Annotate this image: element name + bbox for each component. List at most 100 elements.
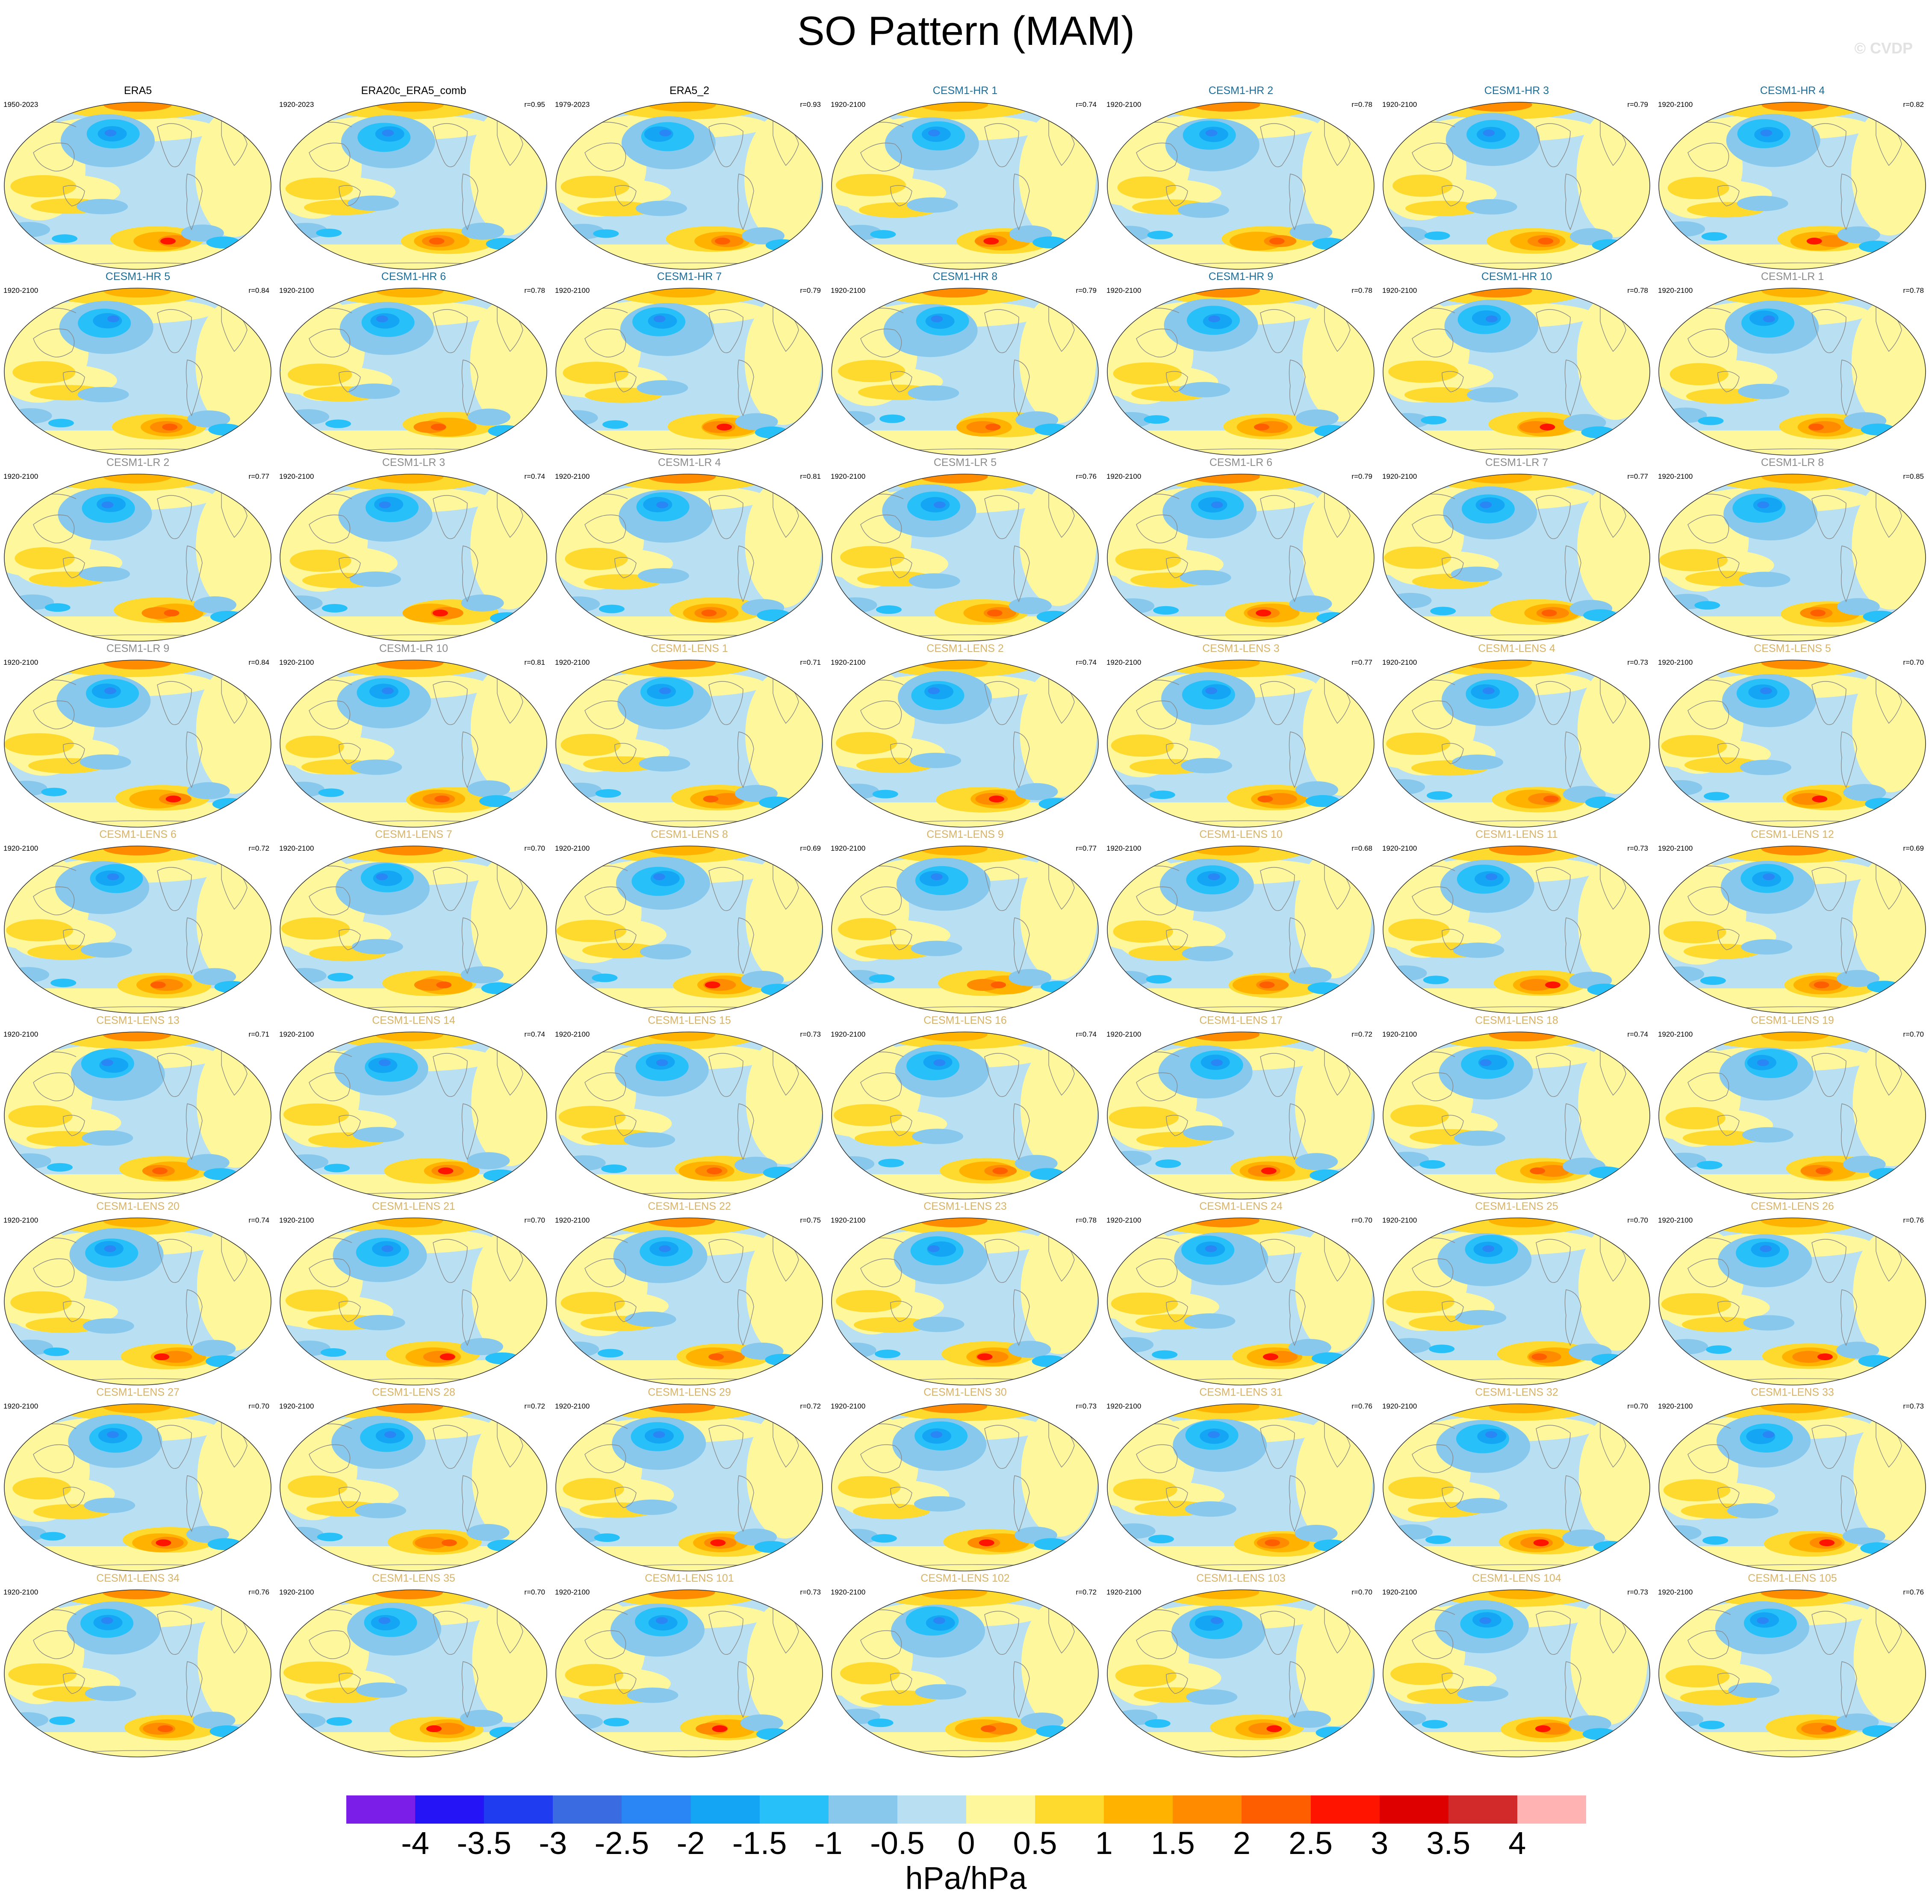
panel-period: 1920-2100 — [1658, 472, 1693, 480]
map-panel: CESM1-LENS 13 1920-2100 r=0.71 — [0, 1014, 274, 1203]
panel-correlation: r=0.78 — [1351, 286, 1372, 295]
panel-period: 1920-2100 — [1106, 844, 1142, 852]
map-panel: ERA5_2 1979-2023 r=0.93 — [552, 85, 825, 274]
panel-title: CESM1-HR 9 — [1208, 271, 1274, 283]
panel-title: CESM1-LENS 23 — [923, 1200, 1007, 1212]
map-panel: CESM1-LR 8 1920-2100 r=0.85 — [1655, 457, 1928, 645]
colorbar-tick-labels: -4 -3.5 -3 -2.5 -2 -1.5 -1 -0.5 0 0.5 1 1.5 2 2.5 3 3.5… — [346, 1826, 1586, 1860]
colorbar-tick-label: -2.5 — [594, 1825, 649, 1861]
panel-correlation: r=0.72 — [248, 844, 269, 852]
panel-period: 1920-2100 — [1658, 658, 1693, 666]
panel-title: CESM1-LENS 29 — [648, 1386, 731, 1398]
panel-correlation: r=0.68 — [1351, 844, 1372, 852]
panel-period: 1920-2100 — [279, 1588, 314, 1596]
panel-title: CESM1-HR 3 — [1484, 85, 1549, 97]
panel-period: 1920-2100 — [279, 286, 314, 295]
map-panel: CESM1-LENS 17 1920-2100 r=0.72 — [1103, 1014, 1377, 1203]
panel-period: 1920-2100 — [279, 472, 314, 480]
panel-correlation: r=0.78 — [524, 286, 545, 295]
colorbar-swatch — [415, 1795, 484, 1824]
colorbar-swatch — [897, 1795, 966, 1824]
map-panel: CESM1-LENS 25 1920-2100 r=0.70 — [1379, 1200, 1652, 1389]
panel-title: CESM1-LR 3 — [382, 457, 445, 469]
panel-title: CESM1-HR 2 — [1208, 85, 1274, 97]
map-panel: CESM1-HR 9 1920-2100 r=0.78 — [1103, 271, 1377, 460]
map-panel: CESM1-LENS 2 1920-2100 r=0.74 — [827, 643, 1101, 831]
panel-correlation: r=0.70 — [524, 1588, 545, 1596]
panel-title: CESM1-LENS 101 — [645, 1572, 734, 1584]
panel-period: 1920-2100 — [279, 1030, 314, 1038]
panel-correlation: r=0.72 — [800, 1402, 821, 1410]
panel-period: 1920-2100 — [555, 286, 590, 295]
panel-period: 1920-2100 — [3, 1588, 38, 1596]
map-panel: CESM1-LENS 30 1920-2100 r=0.73 — [827, 1386, 1101, 1575]
panel-period: 1920-2100 — [831, 1402, 866, 1410]
panel-title: CESM1-LENS 18 — [1475, 1014, 1558, 1026]
map-panel: CESM1-LENS 105 1920-2100 r=0.76 — [1655, 1572, 1928, 1761]
panel-period: 1920-2100 — [1382, 100, 1417, 109]
panel-period: 1920-2100 — [1658, 1588, 1693, 1596]
panel-period: 1920-2100 — [1658, 286, 1693, 295]
panel-period: 1920-2100 — [555, 1216, 590, 1224]
panel-title: CESM1-LENS 7 — [375, 828, 452, 840]
panel-title: CESM1-HR 4 — [1760, 85, 1825, 97]
colorbar-units-label: hPa/hPa — [905, 1860, 1027, 1896]
map-panel: CESM1-LENS 24 1920-2100 r=0.70 — [1103, 1200, 1377, 1389]
panel-correlation: r=0.79 — [1627, 100, 1648, 109]
map-panel: ERA20c_ERA5_comb 1920-2023 r=0.95 — [276, 85, 549, 274]
panel-period: 1950-2023 — [3, 100, 38, 109]
panel-title: CESM1-LENS 6 — [99, 828, 177, 840]
map-panel: CESM1-LENS 27 1920-2100 r=0.70 — [0, 1386, 274, 1575]
panel-title: CESM1-LENS 33 — [1751, 1386, 1834, 1398]
panel-correlation: r=0.71 — [800, 658, 821, 666]
panel-period: 1920-2100 — [3, 844, 38, 852]
colorbar-tick-label: 4 — [1508, 1825, 1526, 1861]
colorbar-tick-label: -4 — [401, 1825, 430, 1861]
colorbar-tick-label: 0 — [957, 1825, 975, 1861]
panel-title: CESM1-LENS 105 — [1748, 1572, 1837, 1584]
panel-correlation: r=0.70 — [524, 844, 545, 852]
panel-correlation: r=0.70 — [1903, 658, 1924, 666]
panel-correlation: r=0.74 — [524, 1030, 545, 1038]
colorbar-tick-label: -2 — [676, 1825, 705, 1861]
panel-title: CESM1-LENS 16 — [923, 1014, 1007, 1026]
panel-period: 1920-2100 — [1382, 286, 1417, 295]
panel-title: ERA20c_ERA5_comb — [361, 85, 466, 97]
panel-title: ERA5_2 — [669, 85, 710, 97]
panel-correlation: r=0.70 — [248, 1402, 269, 1410]
map-panel-grid: ERA5 1950-2023 ERA20c_ERA5_comb 1920-2023 r=… — [0, 85, 1928, 1761]
panel-title: CESM1-LR 9 — [106, 643, 170, 654]
panel-title: CESM1-LENS 12 — [1751, 828, 1834, 840]
panel-correlation: r=0.73 — [1076, 1402, 1097, 1410]
panel-title: CESM1-LENS 15 — [648, 1014, 731, 1026]
panel-period: 1920-2100 — [831, 658, 866, 666]
panel-correlation: r=0.75 — [800, 1216, 821, 1224]
panel-title: CESM1-LR 2 — [106, 457, 170, 469]
panel-period: 1920-2100 — [1106, 472, 1142, 480]
panel-period: 1920-2100 — [1106, 658, 1142, 666]
panel-period: 1920-2100 — [831, 844, 866, 852]
panel-correlation: r=0.69 — [800, 844, 821, 852]
panel-title: CESM1-LENS 10 — [1199, 828, 1283, 840]
panel-period: 1920-2100 — [831, 1030, 866, 1038]
colorbar-swatch — [1448, 1795, 1517, 1824]
panel-title: CESM1-LENS 14 — [372, 1014, 455, 1026]
panel-title: CESM1-LENS 1 — [651, 643, 728, 654]
colorbar-swatch — [1035, 1795, 1104, 1824]
panel-period: 1920-2100 — [555, 1402, 590, 1410]
panel-correlation: r=0.76 — [1351, 1402, 1372, 1410]
panel-title: CESM1-LENS 9 — [926, 828, 1004, 840]
map-panel: CESM1-LR 2 1920-2100 r=0.77 — [0, 457, 274, 645]
panel-period: 1920-2100 — [1382, 1030, 1417, 1038]
map-panel: CESM1-LR 1 1920-2100 r=0.78 — [1655, 271, 1928, 460]
colorbar-swatch — [622, 1795, 691, 1824]
panel-title: ERA5 — [124, 85, 152, 97]
panel-title: CESM1-LENS 27 — [96, 1386, 180, 1398]
map-panel: CESM1-HR 3 1920-2100 r=0.79 — [1379, 85, 1652, 274]
panel-period: 1920-2100 — [1382, 472, 1417, 480]
map-panel: CESM1-LENS 5 1920-2100 r=0.70 — [1655, 643, 1928, 831]
panel-correlation: r=0.78 — [1351, 100, 1372, 109]
map-panel: CESM1-LENS 15 1920-2100 r=0.73 — [552, 1014, 825, 1203]
colorbar-tick-label: 2.5 — [1289, 1825, 1333, 1861]
panel-period: 1920-2100 — [3, 1216, 38, 1224]
